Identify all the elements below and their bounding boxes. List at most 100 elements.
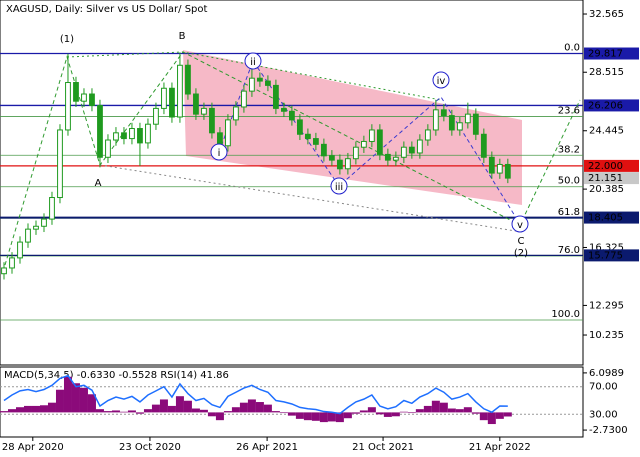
candle-body xyxy=(33,225,39,230)
candle-body xyxy=(137,128,143,144)
x-tick-label: 21 Apr 2022 xyxy=(469,442,531,453)
y-tick-label: 16.325 xyxy=(589,242,624,253)
candle-body xyxy=(304,133,311,140)
candle-body xyxy=(169,87,175,118)
macd-bar xyxy=(63,376,72,413)
candle-body xyxy=(209,107,215,134)
candle-body xyxy=(121,132,127,140)
candle-body xyxy=(416,139,423,154)
macd-bar xyxy=(71,383,80,413)
candle-body xyxy=(201,107,207,115)
fib-label: 0.0 xyxy=(564,43,580,54)
macd-bar xyxy=(271,411,280,413)
candle-body xyxy=(488,156,495,174)
macd-bar xyxy=(359,410,368,413)
level-tag xyxy=(584,99,639,112)
candle-body xyxy=(440,109,447,117)
candle-body xyxy=(57,129,63,199)
wave-line xyxy=(66,51,442,101)
candle-body xyxy=(257,77,263,82)
candle-body xyxy=(344,158,351,170)
candle-body xyxy=(456,122,463,131)
candle-body xyxy=(328,155,335,161)
candle-body xyxy=(1,267,7,275)
candle-body xyxy=(145,123,151,144)
candle-body xyxy=(81,93,87,102)
candle-body xyxy=(480,133,487,158)
macd-tick-label: 6.0989 xyxy=(589,368,624,379)
macd-bar xyxy=(431,400,440,413)
macd-bar xyxy=(423,405,432,413)
macd-bar xyxy=(223,411,232,413)
chart-title: XAGUSD, Daily: Silver vs US Dollar/ Spot xyxy=(6,4,208,15)
macd-bar xyxy=(375,412,384,415)
level-tag xyxy=(584,172,639,185)
rsi-tick-label: 70.00 xyxy=(589,382,618,393)
wave-circle xyxy=(210,143,228,161)
macd-bar xyxy=(135,412,144,414)
candle-body xyxy=(392,156,399,161)
candle-body xyxy=(296,119,303,135)
level-label: 29.817 xyxy=(588,49,623,60)
macd-bar xyxy=(503,412,512,417)
macd-bar xyxy=(119,411,128,413)
macd-bar xyxy=(471,412,480,414)
macd-bar xyxy=(415,409,424,413)
candle-body xyxy=(185,64,191,95)
level-tag xyxy=(584,211,639,224)
trend-line xyxy=(99,164,523,233)
macd-bar xyxy=(311,412,320,421)
macd-bar xyxy=(23,405,32,413)
fib-label: 50.0 xyxy=(558,176,580,187)
indicator-header: MACD(5,34,5) -0.6330 -0.5528 RSI(14) 41.… xyxy=(4,370,229,381)
macd-bar xyxy=(103,411,112,413)
macd-bar xyxy=(127,410,136,413)
candle-body xyxy=(312,138,319,145)
macd-bar xyxy=(55,389,64,413)
macd-bar xyxy=(335,412,344,423)
level-tag xyxy=(584,47,639,60)
wave-line xyxy=(4,51,581,266)
rsi-line xyxy=(3,374,508,415)
macd-bar xyxy=(263,404,272,413)
macd-bar xyxy=(295,412,304,419)
wave-label: C xyxy=(518,236,525,247)
level-tag xyxy=(584,159,639,172)
wave-label: A xyxy=(95,178,102,189)
y-tick-label: 24.445 xyxy=(589,126,624,137)
candle-body xyxy=(129,128,135,140)
fib-label: 23.6 xyxy=(558,105,580,116)
candle-body xyxy=(97,105,103,158)
macd-bar xyxy=(487,412,496,425)
macd-bar xyxy=(255,402,264,413)
y-tick-label: 10.235 xyxy=(589,330,624,341)
macd-bar xyxy=(167,405,176,413)
level-tag xyxy=(584,249,639,262)
macd-bar xyxy=(439,402,448,413)
macd-bar xyxy=(407,412,416,414)
candle-body xyxy=(73,82,79,102)
candle-body xyxy=(225,119,231,147)
x-tick-label: 28 Apr 2020 xyxy=(2,442,64,453)
wave-circle xyxy=(432,71,450,89)
candle-body xyxy=(17,241,23,259)
candle-body xyxy=(41,218,47,227)
candle-body xyxy=(352,146,359,160)
macd-bar xyxy=(479,412,488,421)
macd-bar xyxy=(247,399,256,413)
y-tick-label: 28.515 xyxy=(589,67,624,78)
macd-tick-label: -2.7300 xyxy=(589,425,628,436)
macd-bar xyxy=(79,387,88,413)
candle-body xyxy=(432,109,439,131)
macd-bar xyxy=(343,412,352,419)
wave-circle xyxy=(330,177,348,195)
candle-body xyxy=(408,146,415,154)
macd-bar xyxy=(239,402,248,413)
macd-bar xyxy=(111,410,120,413)
wave-circle xyxy=(244,52,262,70)
macd-bar xyxy=(87,394,96,413)
wave-label: iv xyxy=(437,76,446,87)
candle-body xyxy=(336,159,343,170)
candle-body xyxy=(241,90,247,108)
